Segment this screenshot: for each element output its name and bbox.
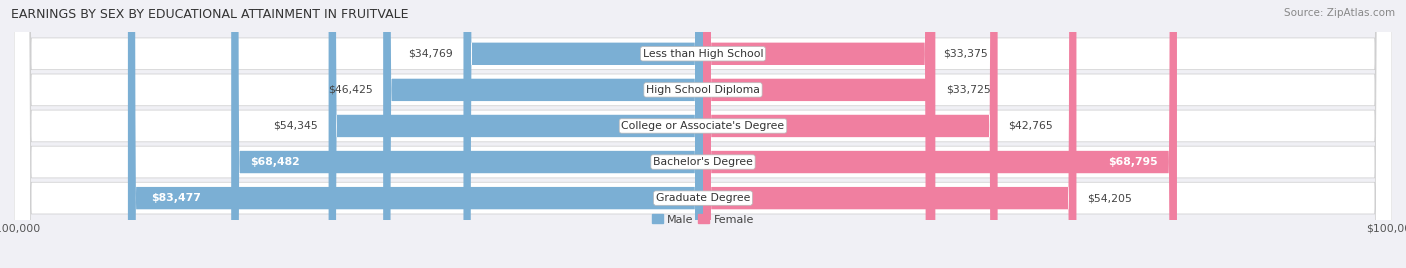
Text: Source: ZipAtlas.com: Source: ZipAtlas.com bbox=[1284, 8, 1395, 18]
Text: $83,477: $83,477 bbox=[150, 193, 201, 203]
Text: $54,345: $54,345 bbox=[274, 121, 318, 131]
FancyBboxPatch shape bbox=[703, 0, 934, 268]
Text: $33,725: $33,725 bbox=[946, 85, 990, 95]
FancyBboxPatch shape bbox=[703, 0, 1077, 268]
FancyBboxPatch shape bbox=[128, 0, 703, 268]
FancyBboxPatch shape bbox=[231, 0, 703, 268]
FancyBboxPatch shape bbox=[14, 0, 1392, 268]
Legend: Male, Female: Male, Female bbox=[647, 210, 759, 229]
FancyBboxPatch shape bbox=[14, 0, 1392, 268]
Text: Bachelor's Degree: Bachelor's Degree bbox=[652, 157, 754, 167]
FancyBboxPatch shape bbox=[703, 0, 998, 268]
FancyBboxPatch shape bbox=[703, 0, 1177, 268]
Text: $54,205: $54,205 bbox=[1087, 193, 1132, 203]
Text: College or Associate's Degree: College or Associate's Degree bbox=[621, 121, 785, 131]
Text: $42,765: $42,765 bbox=[1008, 121, 1053, 131]
FancyBboxPatch shape bbox=[14, 0, 1392, 268]
Text: $33,375: $33,375 bbox=[943, 49, 988, 59]
Text: Less than High School: Less than High School bbox=[643, 49, 763, 59]
FancyBboxPatch shape bbox=[14, 0, 1392, 268]
Text: $46,425: $46,425 bbox=[328, 85, 373, 95]
Text: High School Diploma: High School Diploma bbox=[647, 85, 759, 95]
Text: Graduate Degree: Graduate Degree bbox=[655, 193, 751, 203]
FancyBboxPatch shape bbox=[14, 0, 1392, 268]
Text: $34,769: $34,769 bbox=[408, 49, 453, 59]
Text: $68,795: $68,795 bbox=[1108, 157, 1159, 167]
FancyBboxPatch shape bbox=[329, 0, 703, 268]
FancyBboxPatch shape bbox=[464, 0, 703, 268]
FancyBboxPatch shape bbox=[703, 0, 935, 268]
Text: $68,482: $68,482 bbox=[250, 157, 299, 167]
FancyBboxPatch shape bbox=[384, 0, 703, 268]
Text: EARNINGS BY SEX BY EDUCATIONAL ATTAINMENT IN FRUITVALE: EARNINGS BY SEX BY EDUCATIONAL ATTAINMEN… bbox=[11, 8, 409, 21]
